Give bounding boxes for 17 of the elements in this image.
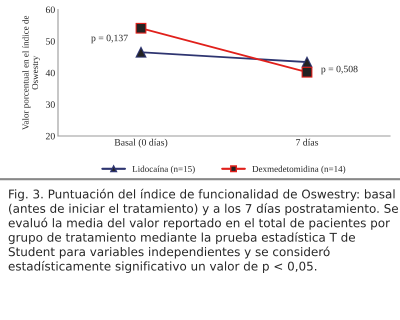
annotation: p = 0,137 (91, 34, 128, 44)
y-tick-label: 60 (46, 6, 55, 14)
y-tick-label: 30 (46, 101, 55, 108)
annotation: p = 0,508 (321, 66, 358, 74)
y-axis-title: Valor porcentual en el índice de Oswestry (22, 16, 40, 130)
point (302, 56, 312, 68)
point (302, 66, 312, 78)
legend-label: Dexmedetomidina (n=14) (252, 166, 346, 174)
legend-label: Lidocaína (n=15) (132, 166, 195, 174)
y-tick-label: 50 (46, 38, 55, 45)
x-tick-label: Basal (0 días) (114, 138, 168, 148)
point (136, 22, 146, 34)
y-tick-label: 20 (46, 132, 55, 140)
x-tick-label: 7 días (296, 138, 318, 146)
caption: Fig. 3. Puntuación del índice de funcionalidad de Oswestry: basal (antes de iniciar el tratamiento) y a los 7 días postratamiento. Se evaluó la media del valor reportado en el total de pacientes por grupo de tratamiento mediante la prueba estadística T de Student para variables independientes y se consideró estadísticamente significativo un valor de p < 0,05. (8, 188, 398, 273)
point (136, 46, 146, 58)
y-tick-label: 40 (46, 70, 55, 76)
